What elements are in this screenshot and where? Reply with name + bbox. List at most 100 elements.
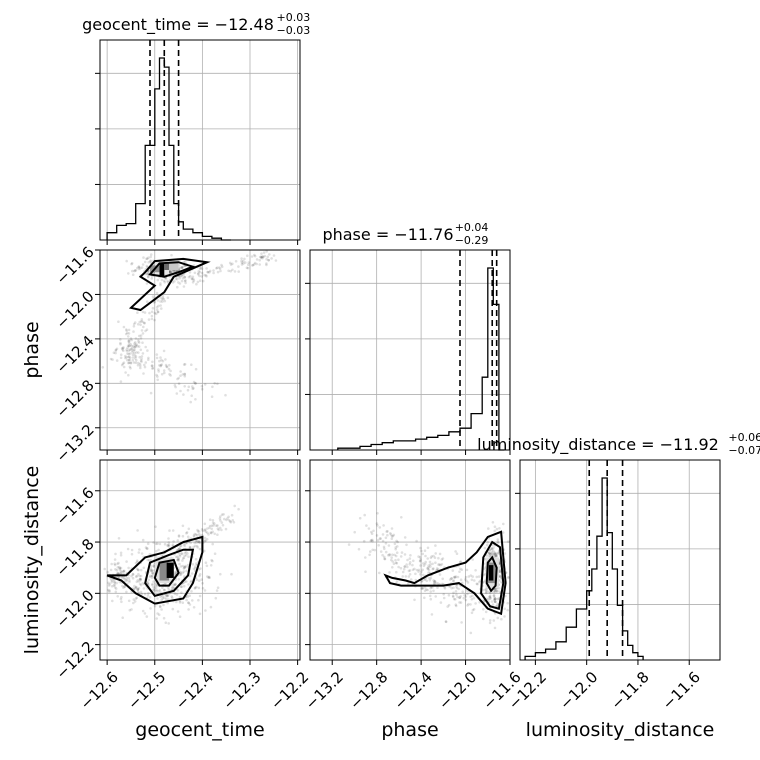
sample-point <box>492 549 495 553</box>
sample-point <box>149 558 153 562</box>
sample-point <box>358 516 362 520</box>
sample-point <box>134 343 137 347</box>
sample-point <box>122 569 125 573</box>
sample-point <box>195 533 199 537</box>
sample-point <box>464 575 468 579</box>
sample-point <box>492 590 495 594</box>
sample-point <box>478 601 481 604</box>
sample-point <box>496 540 500 543</box>
sample-point <box>133 321 137 324</box>
sample-point <box>426 546 430 550</box>
x-tick-label: −12.6 <box>77 668 122 713</box>
histogram-bin <box>493 304 499 450</box>
sample-point <box>169 269 173 273</box>
sample-point <box>179 570 183 574</box>
sample-point <box>477 575 481 578</box>
sample-point <box>488 594 492 598</box>
sample-point <box>370 532 374 535</box>
sample-point <box>370 538 373 542</box>
sample-point <box>434 561 437 564</box>
sample-point <box>143 612 147 615</box>
sample-point <box>112 351 116 355</box>
density-cell <box>159 562 170 581</box>
sample-point <box>150 364 154 368</box>
sample-point <box>160 298 164 301</box>
sample-point <box>220 513 224 516</box>
sample-point <box>185 531 188 535</box>
sample-point <box>129 367 132 370</box>
sample-point <box>197 586 201 590</box>
sample-point <box>424 577 427 581</box>
sample-point <box>399 566 403 570</box>
sample-point <box>163 588 166 592</box>
sample-point <box>156 542 159 545</box>
sample-point <box>494 553 498 556</box>
contour-inner <box>148 261 196 278</box>
sample-point <box>177 534 181 537</box>
sample-point <box>375 534 379 537</box>
sample-point <box>421 586 425 590</box>
histogram-bin <box>438 435 449 450</box>
sample-point <box>151 569 155 572</box>
sample-point <box>189 400 192 404</box>
sample-point <box>364 556 367 559</box>
sample-point <box>377 544 381 547</box>
sample-point <box>459 567 462 571</box>
sample-point <box>152 580 155 583</box>
sample-point <box>158 359 161 363</box>
sample-point <box>149 607 152 610</box>
sample-point <box>156 375 159 378</box>
sample-point <box>495 527 499 531</box>
sample-point <box>496 602 499 606</box>
sample-point <box>141 332 145 335</box>
sample-point <box>246 266 250 270</box>
contour-inner <box>153 558 180 587</box>
sample-point <box>149 259 152 263</box>
sample-point <box>111 579 114 582</box>
sample-point <box>169 270 172 273</box>
sample-point <box>167 622 170 625</box>
sample-point <box>141 538 145 542</box>
sample-point <box>452 580 455 583</box>
sample-point <box>181 601 185 604</box>
sample-point <box>142 587 146 590</box>
sample-point <box>454 598 457 601</box>
sample-point <box>129 347 133 351</box>
sample-point <box>122 346 125 349</box>
sample-point <box>205 275 208 278</box>
sample-point <box>499 580 503 583</box>
sample-point <box>495 554 499 557</box>
sample-point <box>194 539 198 542</box>
sample-point <box>210 395 214 399</box>
sample-point <box>131 576 135 580</box>
sample-point <box>419 559 422 563</box>
sample-point <box>178 601 182 604</box>
sample-point <box>134 586 138 589</box>
sample-point <box>136 344 139 348</box>
panel-frame <box>309 459 511 661</box>
sample-point <box>452 579 456 582</box>
sample-point <box>147 592 150 595</box>
sample-point <box>406 558 409 562</box>
sample-point <box>371 539 374 543</box>
sample-point <box>488 619 492 622</box>
sample-point <box>155 308 159 312</box>
histogram-outline <box>106 57 231 241</box>
sample-point <box>132 598 136 601</box>
sample-point <box>156 310 160 314</box>
sample-point <box>133 584 136 588</box>
sample-point <box>119 343 122 346</box>
sample-point <box>179 545 182 548</box>
sample-point <box>137 265 141 269</box>
sample-point <box>219 572 222 576</box>
sample-point <box>134 361 138 365</box>
sample-point <box>117 320 120 324</box>
sample-point <box>252 263 256 266</box>
sample-point <box>201 279 205 283</box>
sample-point <box>177 376 180 380</box>
sample-point <box>423 549 427 552</box>
sample-point <box>147 356 150 360</box>
sample-point <box>484 590 488 594</box>
sample-point <box>208 271 211 274</box>
sample-point <box>434 544 437 547</box>
